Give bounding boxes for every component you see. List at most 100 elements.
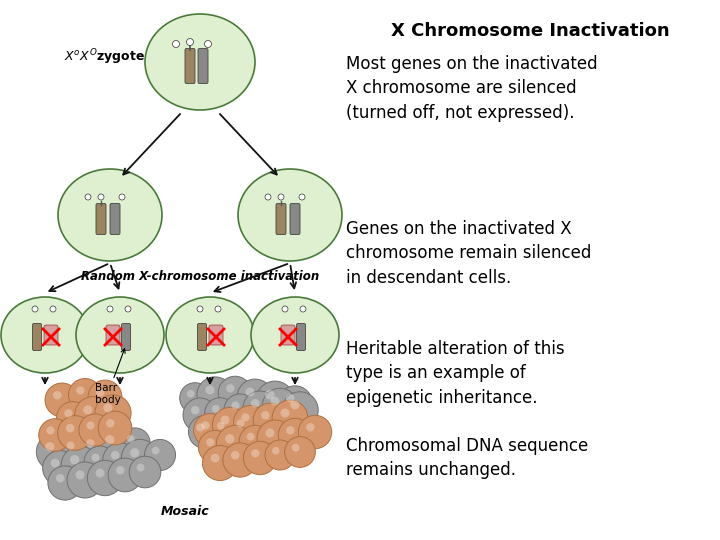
Circle shape (32, 306, 38, 312)
Text: Chromosomal DNA sequence
remains unchanged.: Chromosomal DNA sequence remains unchang… (346, 437, 588, 480)
Circle shape (56, 474, 65, 482)
Circle shape (122, 440, 158, 477)
Circle shape (223, 443, 257, 477)
Circle shape (85, 194, 91, 200)
Circle shape (66, 424, 74, 433)
Circle shape (119, 194, 125, 200)
Circle shape (84, 446, 116, 478)
Circle shape (232, 401, 240, 409)
FancyBboxPatch shape (209, 325, 223, 345)
Circle shape (75, 397, 112, 434)
Circle shape (76, 386, 84, 395)
Text: Barr
body: Barr body (95, 349, 125, 404)
Circle shape (95, 395, 131, 431)
Circle shape (145, 440, 176, 470)
Circle shape (204, 40, 212, 48)
Circle shape (306, 423, 315, 431)
FancyBboxPatch shape (297, 323, 305, 350)
Circle shape (129, 456, 161, 488)
Circle shape (225, 434, 235, 443)
Circle shape (58, 416, 92, 450)
Circle shape (265, 390, 274, 400)
Circle shape (237, 379, 273, 415)
Circle shape (282, 306, 288, 312)
Circle shape (187, 390, 194, 397)
Circle shape (239, 426, 271, 457)
Circle shape (298, 415, 332, 449)
FancyBboxPatch shape (106, 325, 120, 345)
Circle shape (251, 399, 259, 408)
FancyBboxPatch shape (276, 204, 286, 234)
FancyBboxPatch shape (197, 323, 207, 350)
FancyBboxPatch shape (198, 49, 208, 84)
Ellipse shape (145, 14, 255, 110)
Circle shape (137, 464, 145, 471)
Circle shape (281, 409, 289, 417)
Circle shape (246, 388, 254, 396)
Circle shape (86, 421, 94, 429)
FancyBboxPatch shape (110, 204, 120, 234)
Circle shape (67, 462, 103, 498)
Circle shape (217, 422, 225, 429)
Circle shape (236, 420, 245, 428)
Circle shape (48, 466, 82, 500)
Text: $X^oX^O$zygote: $X^oX^O$zygote (64, 47, 145, 67)
Circle shape (186, 38, 194, 45)
Circle shape (279, 418, 312, 451)
Circle shape (130, 448, 140, 457)
Circle shape (290, 400, 300, 409)
Circle shape (51, 459, 60, 468)
Circle shape (233, 406, 266, 438)
Circle shape (198, 430, 232, 464)
Circle shape (116, 466, 125, 475)
Circle shape (98, 411, 132, 445)
Circle shape (194, 414, 226, 447)
Circle shape (272, 447, 279, 455)
Circle shape (39, 418, 71, 451)
Circle shape (111, 451, 120, 460)
Circle shape (197, 306, 203, 312)
Circle shape (299, 194, 305, 200)
Circle shape (204, 398, 235, 428)
Circle shape (215, 306, 221, 312)
Circle shape (265, 440, 295, 470)
FancyBboxPatch shape (32, 323, 42, 350)
Circle shape (286, 426, 294, 435)
Circle shape (220, 416, 230, 424)
Ellipse shape (166, 297, 254, 373)
Circle shape (96, 469, 104, 477)
Circle shape (241, 413, 250, 422)
Circle shape (76, 470, 84, 480)
Circle shape (98, 194, 104, 200)
Circle shape (282, 392, 318, 428)
Ellipse shape (238, 169, 342, 261)
Circle shape (86, 439, 94, 448)
Circle shape (180, 383, 210, 413)
Circle shape (42, 450, 78, 485)
Circle shape (286, 394, 294, 402)
Circle shape (64, 409, 73, 417)
Circle shape (231, 451, 240, 460)
Circle shape (284, 437, 315, 467)
Circle shape (70, 455, 79, 464)
Circle shape (226, 384, 235, 393)
Circle shape (66, 442, 75, 449)
Circle shape (96, 426, 134, 464)
Circle shape (253, 403, 287, 437)
Circle shape (210, 415, 240, 446)
Text: Most genes on the inactivated
X chromosome are silenced
(turned off, not express: Most genes on the inactivated X chromoso… (346, 55, 598, 122)
Circle shape (189, 415, 222, 449)
Circle shape (278, 386, 312, 420)
Circle shape (183, 398, 217, 432)
Circle shape (300, 306, 306, 312)
Circle shape (59, 434, 91, 466)
Circle shape (197, 423, 204, 431)
Ellipse shape (251, 297, 339, 373)
Circle shape (266, 428, 274, 437)
Circle shape (45, 383, 79, 417)
FancyBboxPatch shape (96, 204, 106, 234)
Circle shape (91, 454, 99, 462)
Circle shape (107, 306, 113, 312)
Circle shape (120, 428, 150, 458)
Circle shape (152, 447, 160, 455)
